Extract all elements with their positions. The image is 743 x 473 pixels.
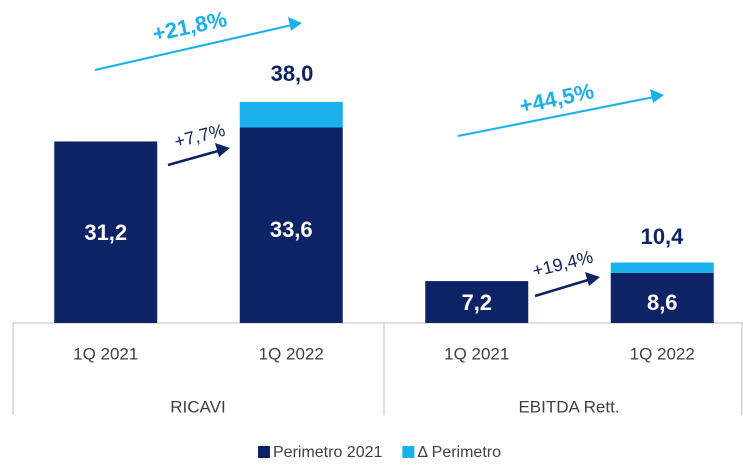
legend-swatch [258,446,270,458]
arrow-head [215,143,230,157]
growth-arrow [457,96,655,137]
growth-label: +44,5% [517,78,596,118]
total-label: 10,4 [641,224,685,249]
bar-segment [239,101,343,128]
arrow-head [585,272,600,286]
arrow-head [650,89,664,103]
data-label: 33,6 [270,217,313,242]
growth-arrow [94,24,293,71]
group-label: RICAVI [170,397,225,416]
x-tick-label: 1Q 2021 [73,344,138,363]
bar-segment [54,141,158,323]
bar-segment [239,127,343,323]
legend-label: Perimetro 2021 [273,444,382,461]
data-label: 31,2 [84,220,127,245]
bar-segment [425,281,529,323]
data-label: 8,6 [647,290,678,315]
group-label: EBITDA Rett. [518,397,619,416]
x-tick-label: 1Q 2021 [444,344,509,363]
legend-swatch [402,446,415,458]
bar-segment [610,262,714,273]
x-tick-label: 1Q 2022 [630,344,695,363]
growth-arrow [167,149,219,167]
x-tick-label: 1Q 2022 [259,344,324,363]
data-label: 7,2 [461,290,492,315]
growth-label: +21,8% [150,6,229,46]
total-label: 38,0 [271,61,314,86]
growth-label: +19,4% [530,247,595,281]
bar-segment [610,272,714,323]
legend-label: Δ Perimetro [417,444,501,461]
growth-arrow [534,278,589,298]
arrow-head [288,17,302,31]
